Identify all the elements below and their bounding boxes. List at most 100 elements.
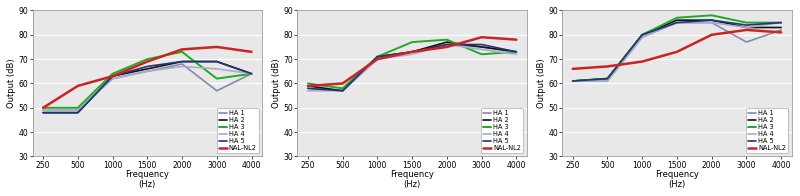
NAL-NL2 [178,48,187,51]
HA 5 [477,43,486,46]
HA 3 [477,53,486,55]
HA 3 [672,17,682,19]
HA 2 [568,80,578,82]
HA 4 [407,53,417,55]
HA 3 [38,107,48,109]
HA 4 [511,53,521,55]
HA 2 [742,26,751,29]
Line: HA 5: HA 5 [43,62,251,113]
NAL-NL2 [38,107,48,109]
HA 2 [638,34,647,36]
HA 5 [303,87,313,90]
NAL-NL2 [776,31,786,34]
HA 5 [776,21,786,24]
Line: HA 3: HA 3 [573,15,781,81]
HA 1 [178,63,187,65]
HA 5 [707,19,717,21]
NAL-NL2 [477,36,486,38]
HA 5 [142,65,152,68]
HA 4 [38,109,48,111]
HA 3 [373,55,382,58]
Legend: HA 1, HA 2, HA 3, HA 4, HA 5, NAL-NL2: HA 1, HA 2, HA 3, HA 4, HA 5, NAL-NL2 [482,108,523,153]
Line: HA 5: HA 5 [308,44,516,91]
NAL-NL2 [742,29,751,31]
HA 5 [212,60,222,63]
Line: NAL-NL2: NAL-NL2 [43,47,251,108]
Line: HA 1: HA 1 [308,44,516,91]
Line: HA 4: HA 4 [308,44,516,91]
HA 3 [511,51,521,53]
HA 1 [246,73,256,75]
HA 2 [73,112,82,114]
HA 3 [303,82,313,85]
HA 4 [303,90,313,92]
Line: HA 3: HA 3 [43,52,251,108]
HA 1 [73,109,82,111]
HA 2 [142,68,152,70]
NAL-NL2 [442,46,452,48]
Line: HA 2: HA 2 [43,62,251,113]
HA 5 [602,77,612,80]
HA 5 [568,80,578,82]
HA 3 [442,38,452,41]
X-axis label: Frequency
(Hz): Frequency (Hz) [655,170,699,189]
Line: HA 5: HA 5 [573,20,781,81]
HA 2 [672,19,682,21]
HA 1 [672,21,682,24]
HA 2 [776,26,786,29]
HA 3 [246,73,256,75]
HA 1 [442,43,452,46]
HA 1 [742,41,751,43]
HA 4 [707,21,717,24]
HA 4 [178,65,187,68]
HA 2 [338,90,347,92]
Line: NAL-NL2: NAL-NL2 [573,30,781,69]
HA 5 [407,51,417,53]
HA 5 [246,73,256,75]
HA 5 [373,55,382,58]
HA 1 [511,51,521,53]
Line: HA 4: HA 4 [43,66,251,110]
HA 1 [303,87,313,90]
HA 5 [338,90,347,92]
NAL-NL2 [212,46,222,48]
HA 4 [73,109,82,111]
HA 4 [776,21,786,24]
NAL-NL2 [407,51,417,53]
HA 1 [38,109,48,111]
NAL-NL2 [707,34,717,36]
HA 2 [511,51,521,53]
HA 4 [142,70,152,73]
HA 5 [442,43,452,46]
HA 4 [373,58,382,60]
HA 2 [373,55,382,58]
Legend: HA 1, HA 2, HA 3, HA 4, HA 5, NAL-NL2: HA 1, HA 2, HA 3, HA 4, HA 5, NAL-NL2 [746,108,788,153]
HA 1 [602,80,612,82]
Y-axis label: Output (dB): Output (dB) [272,59,281,108]
Line: HA 2: HA 2 [308,42,516,91]
HA 4 [212,68,222,70]
HA 4 [442,43,452,46]
HA 1 [142,70,152,73]
HA 4 [477,48,486,51]
Line: HA 1: HA 1 [573,23,781,81]
Y-axis label: Output (dB): Output (dB) [7,59,16,108]
HA 2 [108,75,118,77]
NAL-NL2 [73,85,82,87]
HA 3 [568,80,578,82]
HA 5 [672,21,682,24]
NAL-NL2 [511,38,521,41]
HA 2 [246,73,256,75]
HA 3 [776,21,786,24]
HA 2 [442,41,452,43]
HA 3 [742,21,751,24]
HA 4 [338,90,347,92]
HA 4 [602,80,612,82]
Line: HA 3: HA 3 [308,40,516,88]
HA 1 [338,90,347,92]
HA 1 [407,51,417,53]
HA 2 [38,112,48,114]
HA 2 [477,46,486,48]
X-axis label: Frequency
(Hz): Frequency (Hz) [390,170,434,189]
HA 3 [602,77,612,80]
